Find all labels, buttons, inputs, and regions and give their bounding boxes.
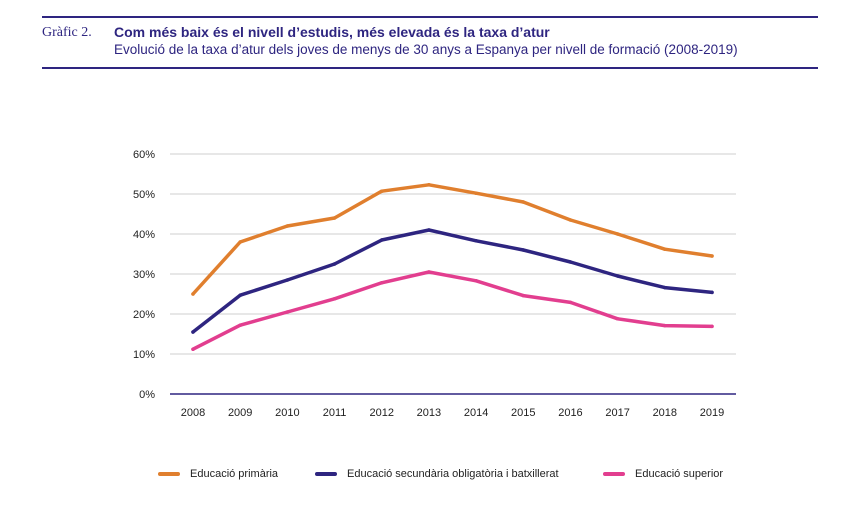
legend: Educació primària Educació secundària ob… (0, 468, 863, 488)
data-point (379, 189, 384, 193)
legend-item-secundaria: Educació secundària obligatòria i batxil… (315, 468, 559, 480)
series-line-1 (191, 228, 714, 334)
data-point (474, 239, 478, 243)
legend-item-primaria: Educació primària (158, 468, 278, 480)
x-tick-label: 2011 (323, 407, 347, 419)
x-tick-label: 2009 (228, 407, 252, 419)
data-point (663, 285, 667, 290)
data-point (285, 310, 290, 314)
data-point (285, 224, 290, 228)
y-tick-label: 10% (133, 349, 155, 361)
x-tick-label: 2015 (511, 407, 535, 419)
legend-label-secundaria: Educació secundària obligatòria i batxil… (347, 468, 559, 480)
x-tick-label: 2013 (417, 407, 441, 419)
chart-subtitle: Evolució de la taxa d’atur dels joves de… (114, 42, 738, 57)
data-point (615, 274, 620, 278)
data-point (615, 317, 620, 321)
data-point (191, 347, 195, 351)
y-tick-label: 30% (133, 269, 155, 281)
data-point (663, 323, 667, 328)
data-point (427, 270, 431, 274)
x-tick-label: 2012 (369, 407, 393, 419)
y-tick-label: 20% (133, 309, 155, 321)
data-point (710, 324, 714, 329)
legend-label-superior: Educació superior (635, 468, 724, 480)
header-bottom-rule (42, 67, 818, 69)
series-lines (191, 183, 714, 351)
data-point (191, 292, 195, 296)
data-point (332, 216, 337, 220)
legend-label-primaria: Educació primària (190, 468, 279, 480)
legend-swatch-superior (603, 472, 625, 476)
data-point (332, 297, 337, 301)
data-point (710, 254, 714, 258)
data-point (238, 323, 242, 327)
y-tick-label: 40% (133, 229, 155, 241)
chart-title: Com més baix és el nivell d’estudis, més… (114, 24, 550, 40)
data-point (379, 238, 384, 242)
data-point (521, 248, 526, 252)
x-tick-label: 2016 (558, 407, 582, 419)
figure-label: Gràfic 2. (42, 25, 92, 40)
data-point (568, 300, 573, 305)
data-point (191, 330, 195, 334)
data-point (427, 228, 431, 232)
data-point (710, 290, 714, 295)
legend-item-superior: Educació superior (603, 468, 723, 480)
data-point (663, 247, 667, 251)
x-tick-label: 2018 (653, 407, 677, 419)
series-line-2 (191, 270, 714, 351)
series-line-0 (191, 183, 714, 296)
data-point (332, 262, 337, 266)
data-point (474, 279, 478, 283)
y-tick-label: 0% (139, 389, 155, 401)
x-tick-label: 2017 (605, 407, 629, 419)
x-tick-label: 2014 (464, 407, 488, 419)
data-point (521, 293, 526, 298)
legend-swatch-primaria (158, 472, 180, 476)
x-axis-ticks: 2008 2009 2010 2011 2012 2013 2014 2015 2016 2017… (181, 407, 724, 419)
data-point (568, 260, 573, 264)
y-tick-label: 50% (133, 189, 155, 201)
data-point (379, 281, 384, 285)
legend-swatch-secundaria (315, 472, 337, 476)
x-tick-label: 2010 (275, 407, 299, 419)
header-top-rule (42, 16, 818, 18)
y-tick-label: 60% (133, 149, 155, 161)
data-point (568, 218, 573, 222)
data-point (474, 191, 478, 195)
data-point (427, 183, 431, 187)
data-point (615, 232, 620, 236)
x-tick-label: 2019 (700, 407, 724, 419)
data-point (238, 293, 242, 297)
x-tick-label: 2008 (181, 407, 205, 419)
data-point (521, 200, 526, 204)
data-point (285, 278, 290, 282)
y-axis-ticks: 0% 10% 20% 30% 40% 50% 60% (133, 149, 155, 401)
data-point (238, 240, 242, 244)
